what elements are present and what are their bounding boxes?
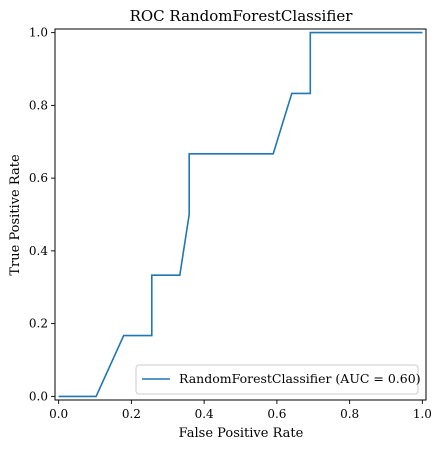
x-tick-label: 0.2 bbox=[122, 407, 141, 421]
y-tick-label: 0.6 bbox=[29, 171, 48, 185]
axes-frame bbox=[54, 28, 427, 401]
plot-area: 0.0 0.2 0.4 0.6 0.8 1.0 0.0 0.2 0.4 0.6 0.8 1.0 bbox=[29, 26, 432, 421]
legend-series-label: RandomForestClassifier (AUC = 0.60) bbox=[179, 371, 421, 386]
chart-title: ROC RandomForestClassifier bbox=[130, 7, 354, 25]
legend: RandomForestClassifier (AUC = 0.60) bbox=[135, 364, 421, 395]
roc-curve-line bbox=[58, 31, 423, 398]
y-tick-label: 0.2 bbox=[29, 317, 48, 331]
y-tick-label: 0.4 bbox=[29, 244, 48, 258]
x-tick-label: 1.0 bbox=[413, 407, 432, 421]
y-axis-label: True Positive Rate bbox=[8, 154, 23, 276]
series-layer bbox=[58, 31, 423, 398]
x-axis-label: False Positive Rate bbox=[179, 426, 304, 441]
y-tick-label: 1.0 bbox=[29, 26, 48, 40]
y-axis-ticks: 0.0 0.2 0.4 0.6 0.8 1.0 bbox=[29, 26, 55, 403]
x-axis-ticks: 0.0 0.2 0.4 0.6 0.8 1.0 bbox=[49, 400, 432, 421]
legend-box bbox=[135, 364, 419, 395]
x-tick-label: 0.0 bbox=[49, 407, 68, 421]
y-tick-label: 0.0 bbox=[29, 389, 48, 403]
x-tick-label: 0.6 bbox=[267, 407, 286, 421]
x-tick-label: 0.8 bbox=[340, 407, 359, 421]
y-tick-label: 0.8 bbox=[29, 98, 48, 112]
x-tick-label: 0.4 bbox=[195, 407, 214, 421]
